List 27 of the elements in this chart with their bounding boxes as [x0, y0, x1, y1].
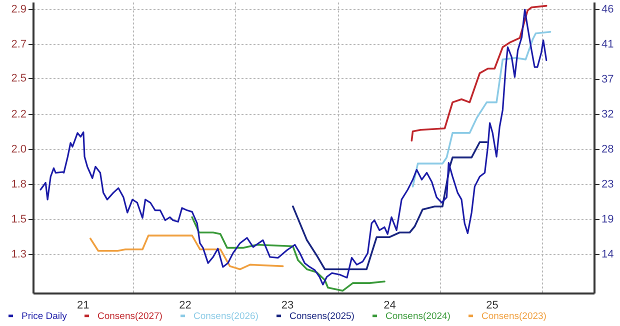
y-tick-label: 2.9 — [11, 3, 26, 16]
y-tick-label: 1.8 — [11, 178, 26, 190]
y-tick-label: 2.7 — [11, 38, 26, 50]
legend-label: Consens(2026) — [194, 310, 258, 322]
y-tick-label: 1.5 — [11, 213, 26, 226]
legend-label: Consens(2023) — [482, 310, 546, 322]
y2-tick-label: 28 — [602, 143, 614, 156]
x-tick-label: 22 — [179, 300, 192, 312]
legend-label: Price Daily — [22, 310, 68, 322]
legend-label: Consens(2025) — [290, 310, 354, 322]
x-tick-label: 25 — [486, 300, 498, 312]
y2-tick-label: 46 — [602, 3, 614, 16]
x-tick-label: 21 — [76, 300, 90, 312]
legend-label: Consens(2027) — [98, 310, 162, 322]
y2-tick-label: 37 — [602, 73, 614, 86]
y2-tick-label: 14 — [602, 248, 614, 260]
y2-tick-label: 19 — [602, 213, 614, 226]
y2-tick-label: 32 — [602, 108, 614, 120]
y-tick-label: 1.3 — [11, 248, 26, 260]
y-tick-label: 2.0 — [11, 143, 26, 156]
y-tick-label: 2.2 — [11, 108, 26, 120]
x-tick-label: 23 — [281, 300, 294, 312]
y2-tick-label: 41 — [602, 38, 614, 50]
y2-tick-label: 23 — [602, 178, 614, 190]
y-tick-label: 2.5 — [11, 72, 26, 84]
legend-label: Consens(2024) — [386, 310, 450, 322]
x-tick-label: 24 — [384, 300, 396, 312]
